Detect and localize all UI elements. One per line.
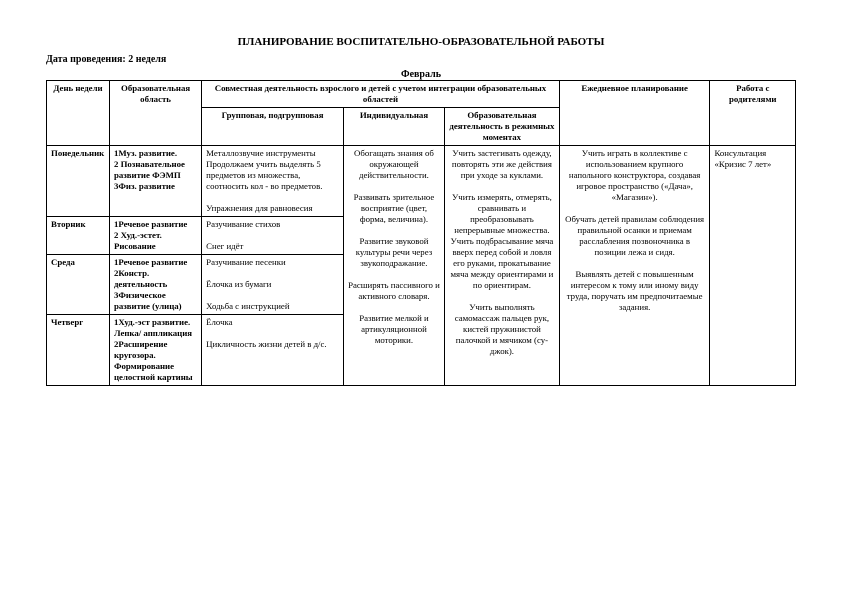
cell-group: Разучивание стихов Снег идёт bbox=[202, 216, 344, 254]
cell-regime: Учить застегивать одежду, повторять эти … bbox=[445, 145, 560, 385]
planning-table: День недели Образовательная область Совм… bbox=[46, 80, 796, 386]
cell-area: 1Речевое развитие2 Худ.-эстет.Рисование bbox=[109, 216, 201, 254]
header-regime: Образовательная деятельность в режимных … bbox=[445, 107, 560, 145]
header-individual: Индивидуальная bbox=[343, 107, 444, 145]
header-day: День недели bbox=[47, 81, 110, 146]
cell-group: Ёлочка Цикличность жизни детей в д/с. bbox=[202, 314, 344, 385]
cell-group: Разучивание песенки Ёлочка из бумаги Ход… bbox=[202, 254, 344, 314]
month-label: Февраль bbox=[46, 69, 796, 80]
cell-area: 1Речевое развитие2Констр. деятельность3Ф… bbox=[109, 254, 201, 314]
date-line: Дата проведения: 2 неделя bbox=[46, 54, 796, 65]
header-group: Групповая, подгрупповая bbox=[202, 107, 344, 145]
table-row: Понедельник 1Муз. развитие.2 Познаватель… bbox=[47, 145, 796, 216]
cell-individual: Обогащать знания об окружающей действите… bbox=[343, 145, 444, 385]
header-daily-plan: Ежедневное планирование bbox=[559, 81, 710, 146]
header-area: Образовательная область bbox=[109, 81, 201, 146]
cell-day: Четверг bbox=[47, 314, 110, 385]
cell-parents: Консультация «Кризис 7 лет» bbox=[710, 145, 796, 385]
cell-day: Среда bbox=[47, 254, 110, 314]
header-joint: Совместная деятельность взрослого и дете… bbox=[202, 81, 560, 108]
cell-area: 1Муз. развитие.2 Познавательное развитие… bbox=[109, 145, 201, 216]
page-title: ПЛАНИРОВАНИЕ ВОСПИТАТЕЛЬНО-ОБРАЗОВАТЕЛЬН… bbox=[46, 36, 796, 48]
cell-day: Вторник bbox=[47, 216, 110, 254]
cell-daily-plan: Учить играть в коллективе с использовани… bbox=[559, 145, 710, 385]
header-parents: Работа с родителями bbox=[710, 81, 796, 146]
cell-area: 1Худ.-эст развитие.Лепка/ аппликация2Рас… bbox=[109, 314, 201, 385]
cell-group: Металлозвучие инструментыПродолжаем учит… bbox=[202, 145, 344, 216]
cell-day: Понедельник bbox=[47, 145, 110, 216]
